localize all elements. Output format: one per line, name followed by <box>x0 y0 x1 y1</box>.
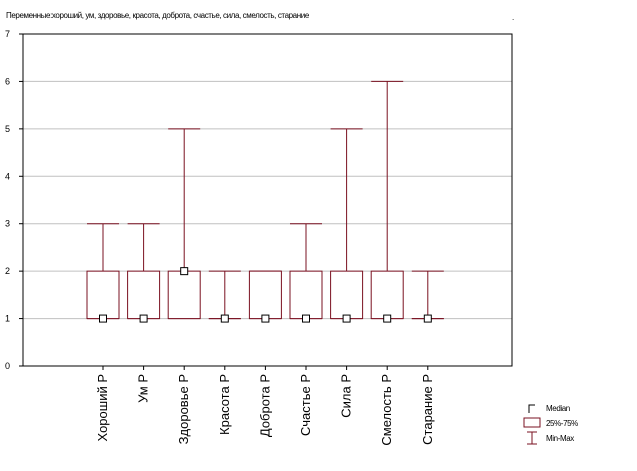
plot-frame <box>22 33 513 367</box>
legend-median-symbol <box>528 404 535 413</box>
x-tick-label-6: Счастье Р <box>298 374 313 436</box>
box-8 <box>370 80 404 323</box>
iqr-box <box>289 270 323 320</box>
median-marker <box>220 314 229 323</box>
box-7 <box>330 128 364 323</box>
x-tick-label-8: Смелость Р <box>379 374 394 446</box>
box-9 <box>411 270 444 323</box>
x-tick-label-1: Хороший Р <box>95 374 110 441</box>
y-tick-label-0: 0 <box>5 361 10 371</box>
median-marker <box>302 314 310 323</box>
iqr-box <box>330 270 364 320</box>
y-tick-label-2: 2 <box>5 266 10 276</box>
y-tick-label-3: 3 <box>5 219 10 229</box>
y-tick-label-5: 5 <box>5 124 10 134</box>
boxes <box>86 80 444 323</box>
chart-title: Переменные:хороший, ум, здоровье, красот… <box>6 11 309 20</box>
y-tick-label-4: 4 <box>5 171 10 181</box>
x-tick-label-5: Доброта Р <box>257 374 272 437</box>
y-tick-label-6: 6 <box>5 76 10 86</box>
legend-minmax-label: Min-Max <box>546 434 574 443</box>
median-marker <box>383 314 392 323</box>
x-tick-label-4: Красота Р <box>217 374 232 435</box>
iqr-box <box>370 270 404 320</box>
x-axis-labels: Хороший Р Ум Р Здоровье Р Красота Р Доброта … <box>95 366 435 446</box>
y-tick-label-1: 1 <box>5 314 10 324</box>
median-marker <box>139 314 148 323</box>
legend-median-label: Median <box>546 404 570 413</box>
median-marker <box>342 314 351 323</box>
legend: Median 25%-75% Min-Max <box>523 404 579 445</box>
box-2 <box>127 223 161 323</box>
box-4 <box>208 270 241 323</box>
box-1 <box>86 223 120 323</box>
x-tick-label-7: Сила Р <box>339 374 354 418</box>
median-marker <box>99 314 107 323</box>
x-tick-label-2: Ум Р <box>136 374 151 403</box>
median-marker <box>180 267 189 276</box>
median-marker <box>423 314 432 323</box>
x-tick-label-3: Здоровье Р <box>176 374 191 444</box>
corner-mark: . <box>512 13 515 22</box>
iqr-box <box>248 270 282 320</box>
x-tick-label-9: Старание Р <box>420 374 435 445</box>
box-5 <box>248 270 282 323</box>
legend-box-symbol <box>523 417 541 428</box>
box-3 <box>167 128 201 320</box>
y-axis-ticks: 0 1 2 3 4 5 6 7 <box>5 29 23 371</box>
iqr-box <box>167 270 201 320</box>
iqr-box <box>86 270 120 320</box>
y-tick-label-7: 7 <box>5 29 10 39</box>
median-marker <box>261 314 270 323</box>
legend-box-label: 25%-75% <box>546 419 578 428</box>
iqr-box <box>127 270 161 320</box>
box-6 <box>289 223 323 323</box>
